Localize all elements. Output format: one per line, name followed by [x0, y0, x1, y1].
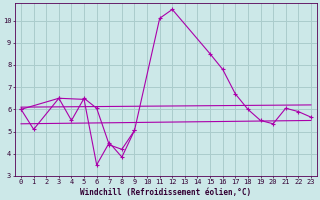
X-axis label: Windchill (Refroidissement éolien,°C): Windchill (Refroidissement éolien,°C): [80, 188, 252, 197]
